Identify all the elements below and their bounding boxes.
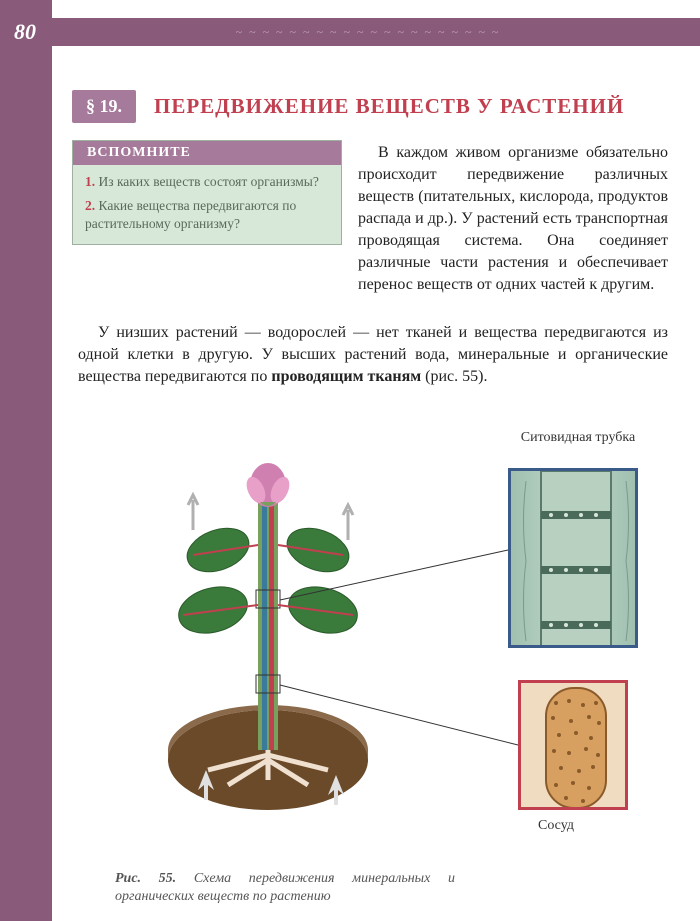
recall-text: Из каких веществ состоят организмы? [99, 174, 319, 189]
figure-caption: Рис. 55. Схема передвижения минеральных … [115, 870, 455, 906]
para-text: (рис. 55). [421, 368, 487, 385]
sieve-svg [511, 471, 638, 648]
xylem [269, 500, 274, 750]
paragraph-main: У низших растений — водорослей — нет тка… [78, 322, 668, 388]
phloem [262, 500, 267, 750]
recall-box: ВСПОМНИТЕ 1. Из каких веществ состоят ор… [72, 140, 342, 245]
recall-num: 2. [85, 198, 95, 213]
stem-outer [258, 500, 278, 750]
header-ornament: ~ ~ ~ ~ ~ ~ ~ ~ ~ ~ ~ ~ ~ ~ ~ ~ ~ ~ ~ ~ [36, 25, 700, 40]
vessel-svg [521, 683, 628, 810]
para-bold: проводящим тканям [271, 368, 421, 385]
recall-body: 1. Из каких веществ состоят организмы? 2… [73, 165, 341, 244]
page-number: 80 [14, 19, 36, 45]
section-number: § 19. [72, 90, 136, 123]
page-header: 80 ~ ~ ~ ~ ~ ~ ~ ~ ~ ~ ~ ~ ~ ~ ~ ~ ~ ~ ~… [0, 18, 700, 46]
para-text: В каждом живом организме обязательно про… [358, 144, 668, 293]
recall-item: 1. Из каких веществ состоят организмы? [85, 173, 329, 191]
vessel-label: Сосуд [538, 818, 574, 834]
section-header: § 19. ПЕРЕДВИЖЕНИЕ ВЕЩЕСТВ У РАСТЕНИЙ [72, 90, 624, 123]
recall-item: 2. Какие вещества передвигаются по расти… [85, 197, 329, 233]
vessel-inset [518, 680, 628, 810]
sieve-tube-inset [508, 468, 638, 648]
recall-num: 1. [85, 174, 95, 189]
paragraph-intro: В каждом живом организме обязательно про… [358, 142, 668, 297]
left-margin-strip [0, 0, 52, 921]
flower [243, 463, 293, 507]
plant-diagram [138, 440, 398, 820]
section-title: ПЕРЕДВИЖЕНИЕ ВЕЩЕСТВ У РАСТЕНИЙ [154, 94, 624, 119]
recall-text: Какие вещества передвигаются по растител… [85, 198, 296, 231]
figure-55: Ситовидная трубка [78, 430, 668, 860]
sieve-tube-label: Ситовидная трубка [518, 430, 638, 446]
caption-number: Рис. 55. [115, 871, 176, 886]
recall-heading: ВСПОМНИТЕ [73, 141, 341, 165]
